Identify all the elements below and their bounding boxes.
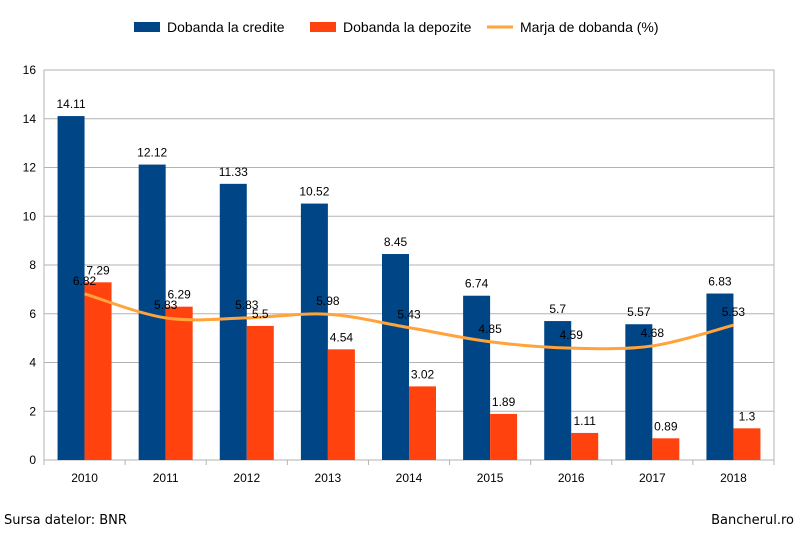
x-tick-label-2017: 2017 (639, 471, 666, 485)
x-tick-label-2018: 2018 (720, 471, 747, 485)
data-label-credit-2012: 11.33 (219, 165, 248, 179)
data-label-margin-2018: 5.53 (722, 305, 746, 319)
margin-line-series (84, 292, 734, 351)
bar-credit-2017 (625, 324, 653, 460)
x-tick-label-2016: 2016 (558, 471, 585, 485)
bar-deposit-2015 (490, 413, 518, 460)
y-tick-label-0: 0 (29, 453, 36, 467)
bar-credit-2014 (382, 254, 409, 460)
data-label-deposit-2014: 3.02 (411, 367, 435, 381)
bar-deposit-2014 (409, 386, 436, 460)
y-tick-label-12: 12 (23, 161, 37, 175)
data-label-margin-2011: 5.83 (154, 298, 178, 312)
bar-series (57, 116, 761, 461)
bar-credit-2015 (463, 295, 491, 460)
bar-deposit-2013 (327, 349, 355, 460)
data-label-credit-2016: 5.7 (549, 302, 566, 316)
bar-deposit-2018 (733, 428, 761, 460)
data-label-deposit-2012: 5.5 (252, 307, 269, 321)
data-label-margin-2013: 5.98 (316, 294, 340, 308)
data-label-deposit-2018: 1.3 (739, 409, 756, 423)
legend-label-2: Marja de dobanda (%) (520, 19, 659, 35)
data-label-deposit-2010: 7.29 (86, 263, 110, 277)
data-label-margin-2010: 6.82 (73, 274, 97, 288)
data-label-margin-2012: 5.83 (235, 298, 259, 312)
x-tick-label-2013: 2013 (315, 471, 342, 485)
bar-credit-2012 (219, 183, 247, 461)
y-tick-label-6: 6 (29, 307, 36, 321)
y-tick-label-14: 14 (23, 112, 37, 126)
interest-chart: Dobanda la credite Dobanda la depozite Mar… (23, 19, 775, 485)
bar-deposit-2017 (652, 438, 680, 460)
data-label-deposit-2011: 6.29 (167, 288, 191, 302)
data-label-credit-2010: 14.11 (56, 97, 85, 111)
bar-deposit-2012 (246, 325, 274, 460)
data-label-margin-2017: 4.68 (641, 326, 665, 340)
data-label-credit-2018: 6.83 (708, 275, 732, 289)
x-tick-label-2014: 2014 (396, 471, 423, 485)
bar-deposit-2011 (165, 306, 193, 460)
source-note: Sursa datelor: BNR (4, 513, 127, 528)
bar-deposit-2016 (571, 432, 599, 460)
data-label-margin-2015: 4.85 (478, 322, 502, 336)
x-tick-label-2011: 2011 (153, 471, 179, 485)
margin-line (84, 292, 734, 351)
brand-label: Bancherul.ro (711, 513, 794, 528)
data-label-deposit-2016: 1.11 (573, 414, 596, 428)
data-label-deposit-2013: 4.54 (330, 330, 354, 344)
x-tick-label-2012: 2012 (233, 471, 260, 485)
data-label-margin-2016: 4.59 (560, 328, 584, 342)
data-label-deposit-2017: 0.89 (654, 419, 678, 433)
bar-credit-2018 (706, 293, 734, 460)
data-label-credit-2014: 8.45 (384, 235, 408, 249)
y-tick-label-8: 8 (29, 258, 36, 272)
legend-label-1: Dobanda la depozite (343, 19, 472, 35)
bar-deposit-2010 (84, 282, 112, 460)
chart-legend: Dobanda la credite Dobanda la depozite Mar… (134, 19, 659, 35)
y-tick-label-2: 2 (29, 404, 36, 418)
y-tick-label-4: 4 (29, 356, 36, 370)
data-label-credit-2015: 6.74 (465, 277, 489, 291)
data-label-credit-2011: 12.12 (137, 146, 167, 160)
y-tick-label-10: 10 (23, 209, 37, 223)
bar-credit-2016 (544, 321, 572, 460)
legend-label-0: Dobanda la credite (167, 19, 285, 35)
data-label-deposit-2015: 1.89 (492, 395, 516, 409)
data-labels: 14.11 12.12 11.33 10.52 8.45 6.74 5.7 5.57 6.83 7… (56, 97, 755, 433)
x-tick-label-2010: 2010 (71, 471, 98, 485)
x-tick-label-2015: 2015 (477, 471, 504, 485)
y-tick-label-16: 16 (23, 63, 37, 77)
bar-credit-2013 (300, 203, 328, 460)
bar-credit-2010 (57, 116, 85, 460)
legend-swatch-0 (134, 22, 160, 32)
data-label-credit-2013: 10.52 (299, 185, 329, 199)
chart-axes: 0 2 4 6 8 10 12 14 16 2010 2011 2012 2013 2014 2015 201… (23, 63, 775, 485)
legend-swatch-1 (310, 22, 336, 32)
data-label-margin-2014: 5.43 (397, 308, 421, 322)
data-label-credit-2017: 5.57 (627, 305, 651, 319)
